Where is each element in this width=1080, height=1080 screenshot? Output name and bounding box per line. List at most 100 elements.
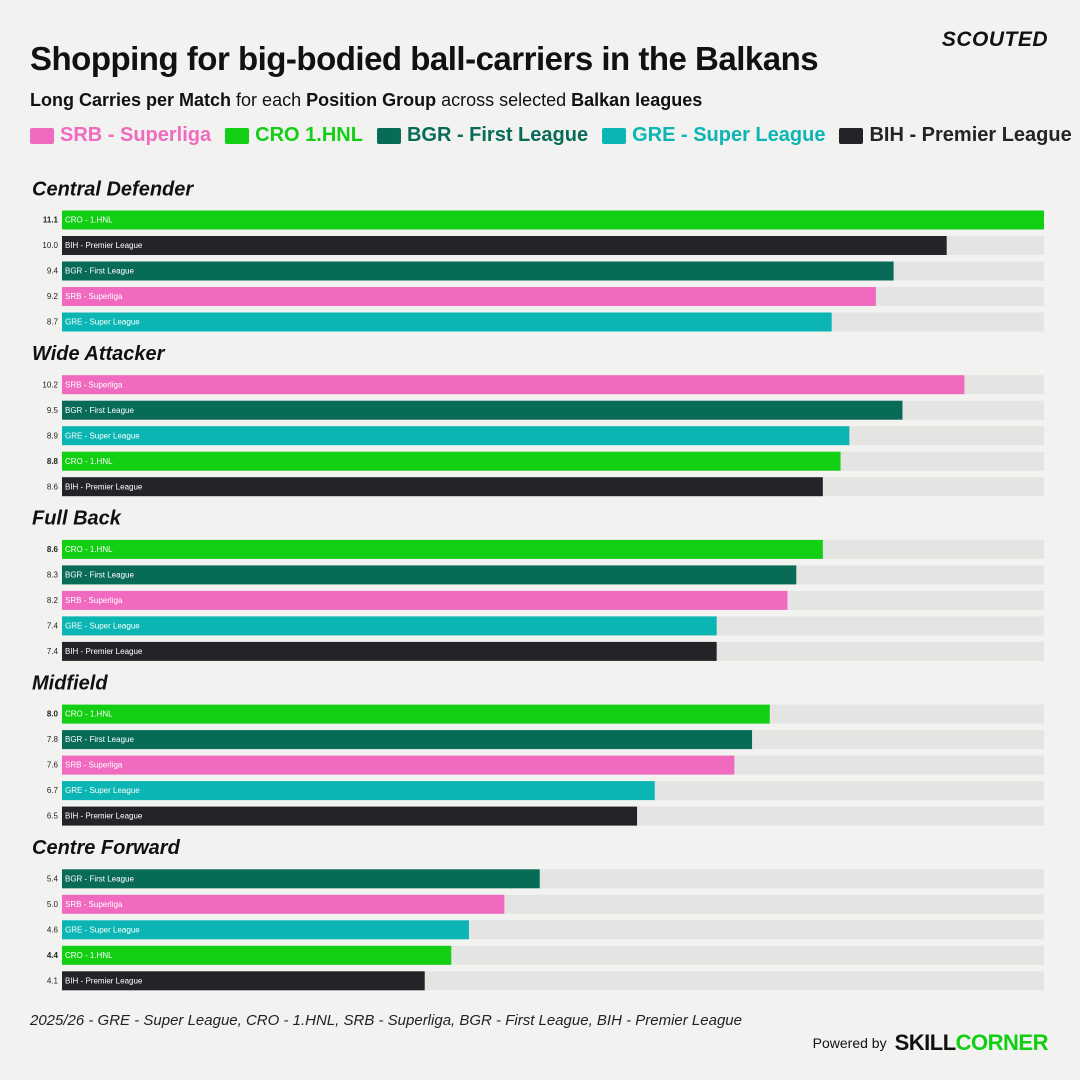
bar	[62, 400, 903, 420]
bar	[62, 755, 735, 775]
bar-label: BIH - Premier League	[65, 976, 143, 985]
subtitle-part: Position Group	[306, 90, 437, 110]
value-label: 7.8	[47, 735, 59, 744]
logo-part: CORNER	[955, 1030, 1049, 1055]
bar-label: GRE - Super League	[65, 786, 140, 795]
footnote: 2025/26 - GRE - Super League, CRO - 1.HN…	[30, 1012, 742, 1029]
legend-swatch	[376, 127, 401, 144]
bar-label: CRO - 1.HNL	[65, 457, 113, 466]
value-label: 10.0	[42, 241, 58, 250]
bar-label: GRE - Super League	[65, 925, 140, 934]
bar-label: SRB - Superliga	[65, 292, 123, 301]
bar	[62, 920, 469, 940]
bar	[62, 641, 717, 661]
bar	[62, 945, 452, 965]
value-label: 7.4	[47, 622, 59, 631]
bar-label: CRO - 1.HNL	[65, 710, 113, 719]
legend-label: BGR - First League	[406, 124, 589, 146]
bar-label: SRB - Superliga	[65, 761, 123, 770]
group-title: Wide Attacker	[32, 343, 166, 365]
value-label: 8.6	[47, 482, 59, 491]
bar	[62, 869, 540, 889]
legend-entry: BIH - Premier League	[839, 124, 1072, 147]
legend-swatch	[225, 127, 250, 144]
bar-label: CRO - 1.HNL	[65, 216, 113, 225]
bar	[62, 287, 876, 306]
subtitle-part: across selected	[436, 90, 572, 110]
value-label: 10.2	[42, 380, 58, 389]
bar	[62, 590, 788, 610]
bar-label: BIH - Premier League	[65, 647, 143, 656]
value-label: 7.6	[47, 761, 59, 770]
value-label: 9.2	[47, 292, 59, 301]
bar	[62, 894, 505, 914]
bar-label: BIH - Premier League	[65, 812, 143, 821]
chart-title: Shopping for big-bodied ball-carriers in…	[30, 40, 819, 77]
subtitle-part: Balkan leagues	[571, 90, 703, 110]
bar	[62, 261, 894, 281]
legend-swatch	[602, 127, 627, 144]
brand: SCOUTED	[941, 28, 1048, 51]
value-label: 8.2	[47, 596, 59, 605]
powered-by: Powered by SKILLCORNER	[812, 1030, 1049, 1056]
value-label: 8.6	[47, 545, 59, 554]
legend-entry: GRE - Super League	[602, 124, 825, 147]
value-label: 9.5	[47, 406, 59, 415]
value-label: 8.7	[47, 318, 59, 327]
bar-label: BGR - First League	[65, 735, 134, 744]
group-title: Midfield	[32, 672, 108, 694]
bar	[62, 616, 717, 636]
bar	[62, 781, 655, 801]
subtitle-part: Long Carries per Match	[30, 90, 232, 110]
bar	[62, 375, 965, 395]
value-label: 11.1	[43, 216, 59, 225]
bar	[62, 730, 753, 750]
subtitle-part: for each	[231, 90, 307, 110]
legend-entry: CRO 1.HNL	[225, 124, 363, 147]
bar-label: GRE - Super League	[65, 431, 140, 440]
value-label: 6.5	[47, 812, 59, 821]
legend-label: GRE - Super League	[632, 124, 826, 146]
value-label: 6.7	[47, 786, 59, 795]
value-label: 7.4	[47, 647, 59, 656]
value-label: 9.4	[47, 267, 59, 276]
legend-label: BIH - Premier League	[869, 124, 1072, 146]
bar-label: BIH - Premier League	[65, 241, 143, 250]
powered-text: Powered by	[812, 1035, 887, 1051]
value-label: 4.6	[47, 925, 59, 934]
bar-label: BGR - First League	[65, 406, 134, 415]
bar-label: SRB - Superliga	[65, 900, 123, 909]
bar	[62, 565, 797, 585]
bar-label: BIH - Premier League	[65, 482, 143, 491]
bar	[62, 210, 1044, 230]
bar-label: BGR - First League	[65, 267, 134, 276]
bar	[62, 704, 770, 724]
value-label: 5.4	[47, 874, 59, 883]
legend-swatch	[30, 127, 54, 144]
bar	[62, 539, 823, 559]
legend-entry: BGR - First League	[376, 124, 589, 147]
group-title: Full Back	[32, 508, 122, 530]
bar	[62, 451, 841, 471]
bar	[62, 236, 947, 255]
value-label: 5.0	[47, 900, 59, 909]
bar-label: GRE - Super League	[65, 622, 140, 631]
legend-label: SRB - Superliga	[60, 124, 212, 146]
value-label: 8.3	[47, 571, 59, 580]
bar-label: CRO - 1.HNL	[65, 545, 113, 554]
value-label: 4.1	[47, 976, 59, 985]
value-label: 8.9	[47, 431, 59, 440]
bar	[62, 971, 425, 991]
logo-part: SKILL	[894, 1030, 957, 1055]
bar	[62, 477, 823, 497]
group-title: Centre Forward	[32, 837, 181, 859]
legend-entry: SRB - Superliga	[30, 124, 211, 147]
logo: SKILLCORNER	[894, 1030, 1049, 1056]
bar	[62, 426, 850, 446]
legend-label: CRO 1.HNL	[255, 124, 363, 146]
bar-label: CRO - 1.HNL	[65, 951, 113, 960]
bar	[62, 312, 832, 332]
bar-label: SRB - Superliga	[65, 596, 123, 605]
